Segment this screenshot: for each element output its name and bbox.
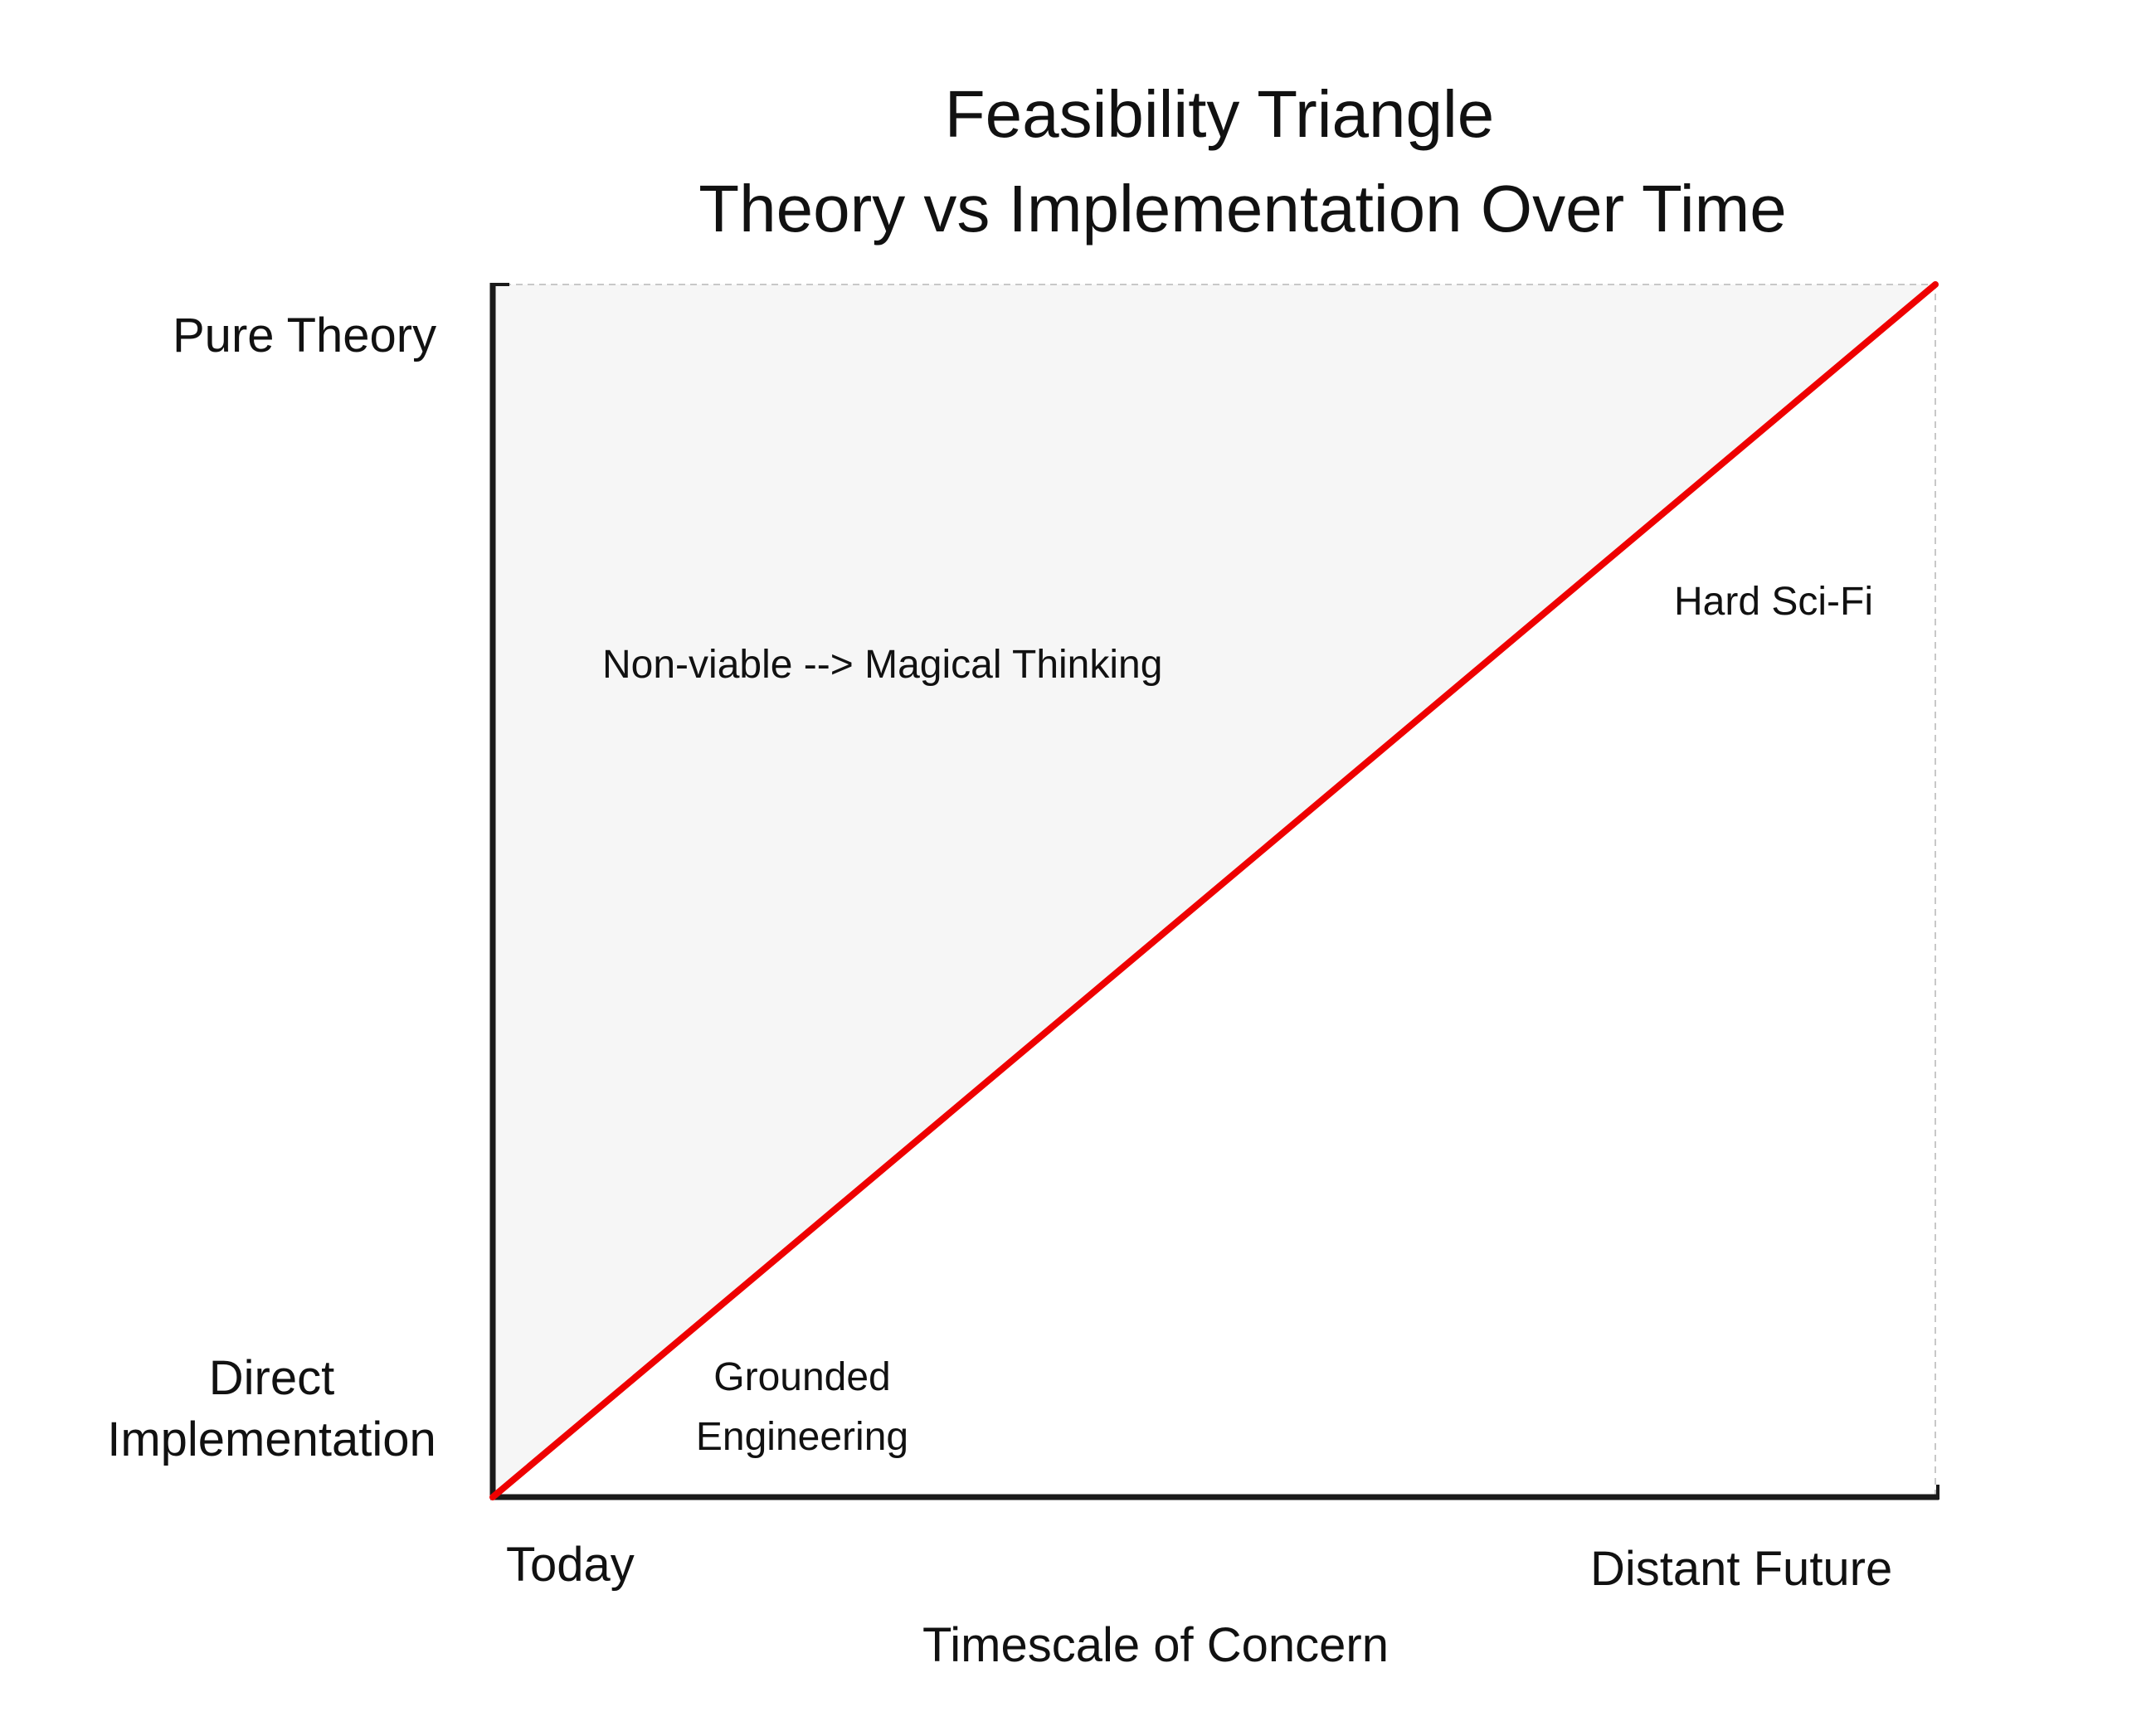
- x-axis-title: Timescale of Concern: [922, 1618, 1389, 1672]
- non-viable-region-label: Non-viable --> Magical Thinking: [602, 643, 1163, 687]
- grounded-engineering-label-line2: Engineering: [695, 1415, 909, 1459]
- hard-scifi-region-label: Hard Sci-Fi: [1674, 580, 1874, 624]
- feasibility-boundary-line: [489, 281, 1939, 1500]
- grounded-engineering-label: Grounded Engineering: [674, 1348, 931, 1467]
- diagram-subtitle: Theory vs Implementation Over Time: [698, 172, 1787, 246]
- x-axis-left-label: Today: [506, 1538, 635, 1592]
- y-axis-bottom-label-line2: Implementation: [107, 1413, 436, 1467]
- x-axis-right-label: Distant Future: [1590, 1542, 1893, 1596]
- y-axis-bottom-label: Direct Implementation: [79, 1348, 465, 1471]
- grounded-engineering-label-line1: Grounded: [713, 1355, 891, 1399]
- y-axis-top-label: Pure Theory: [173, 309, 437, 362]
- y-axis-bottom-label-line1: Direct: [208, 1351, 335, 1405]
- diagram-title: Feasibility Triangle: [944, 77, 1495, 151]
